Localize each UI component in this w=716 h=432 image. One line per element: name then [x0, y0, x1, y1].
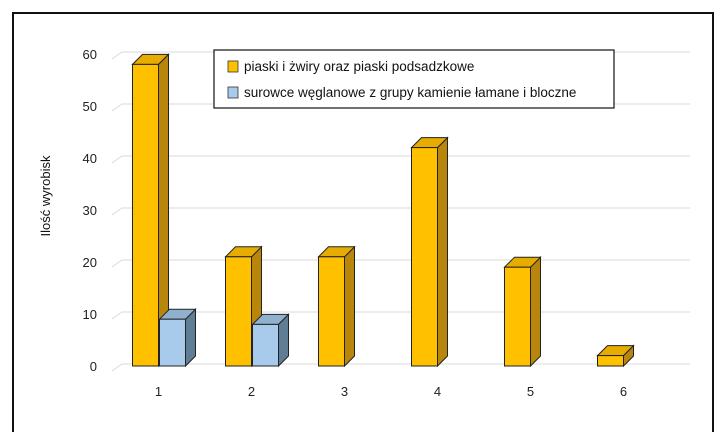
y-tick-label: 50	[83, 99, 97, 114]
bar	[251, 313, 290, 368]
x-tick-label: 6	[620, 384, 627, 399]
legend: piaski i żwiry oraz piaski podsadzkowe s…	[213, 49, 615, 109]
gridline-depth	[111, 259, 123, 268]
bar-front	[504, 266, 531, 367]
y-axis-label: Ilość wyrobisk	[38, 155, 53, 236]
y-tick-label: 10	[83, 307, 97, 322]
bar	[131, 53, 170, 368]
y-tick-label: 60	[83, 47, 97, 62]
gridline-depth	[111, 103, 123, 112]
legend-label-piaski: piaski i żwiry oraz piaski podsadzkowe	[244, 59, 474, 74]
legend-box	[213, 49, 615, 109]
y-tick-label: 30	[83, 203, 97, 218]
x-tick-label: 4	[434, 384, 441, 399]
gridline-depth	[111, 363, 123, 372]
bar-front	[159, 318, 186, 367]
gridline-depth	[111, 155, 123, 164]
bar	[158, 307, 197, 368]
bar-side	[437, 136, 448, 368]
x-tick-label: 2	[248, 384, 255, 399]
bar	[317, 245, 356, 368]
bar-side	[344, 245, 355, 368]
y-tick-label: 40	[83, 151, 97, 166]
y-tick-label: 20	[83, 255, 97, 270]
bar	[503, 255, 542, 368]
legend-swatch-surowce	[227, 86, 239, 99]
y-tick-label: 0	[90, 359, 97, 374]
x-axis-ticks: 1 2 3 4 5 6	[155, 384, 627, 399]
bars	[131, 53, 635, 368]
bar-front	[252, 323, 279, 367]
x-tick-label: 5	[527, 384, 534, 399]
legend-label-surowce: surowce węglanowe z grupy kamienie łaman…	[244, 85, 576, 100]
bar-front	[411, 147, 438, 367]
bar-side	[530, 255, 541, 368]
y-axis-ticks: 0 10 20 30 40 50 60	[83, 47, 97, 374]
bar-front	[597, 355, 624, 367]
x-tick-label: 3	[341, 384, 348, 399]
bar-front	[225, 256, 252, 367]
gridline-depth	[111, 51, 123, 60]
bar-front	[318, 256, 345, 367]
gridline-depth	[111, 311, 123, 320]
bar-front	[132, 63, 159, 367]
bar	[410, 136, 449, 368]
gridline-depth	[111, 207, 123, 216]
x-tick-label: 1	[155, 384, 162, 399]
legend-swatch-piaski	[227, 60, 239, 73]
bar	[596, 344, 635, 368]
